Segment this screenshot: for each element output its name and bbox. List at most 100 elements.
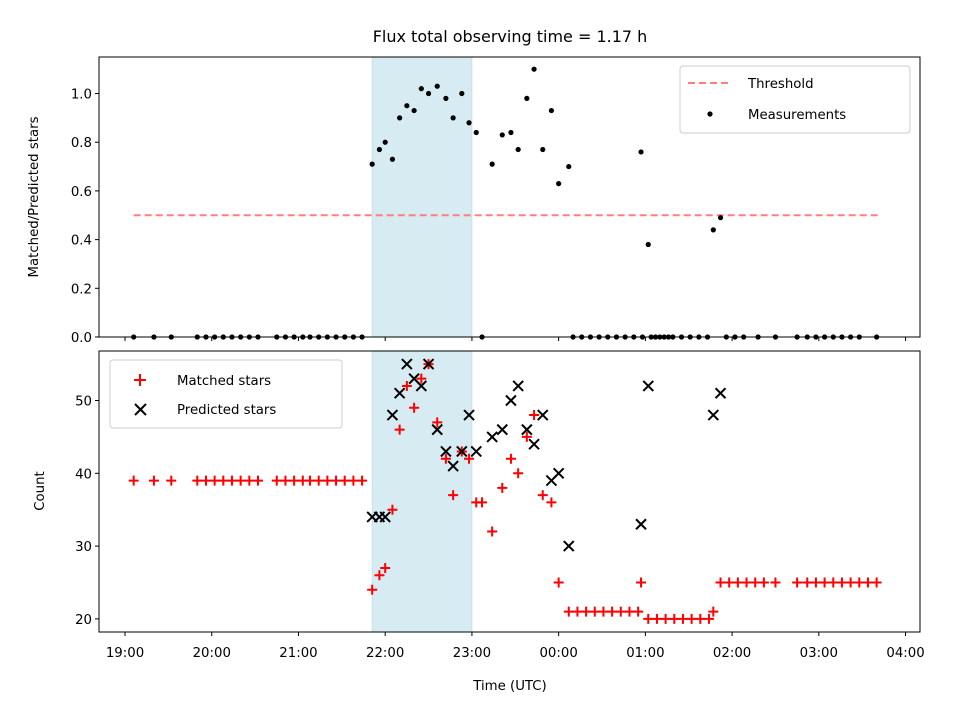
predicted-star-point (401, 358, 413, 370)
predicted-star-point (415, 380, 428, 392)
top-panel-frame (98, 56, 921, 338)
matched-star-point (128, 475, 139, 486)
predicted-star-point (563, 540, 575, 552)
measurement-point (540, 146, 546, 153)
predicted-star-point (456, 445, 468, 458)
measurement-point (548, 107, 555, 114)
measurement-point (450, 115, 456, 121)
measurement-point (489, 161, 495, 167)
legend-measurements-label: Measurements (748, 108, 846, 123)
matched-star-point (380, 562, 391, 573)
matched-star-point (280, 475, 291, 486)
predicted-star-point (431, 423, 443, 436)
matched-star-point (669, 613, 680, 624)
top-y-tick-label: 0.6 (71, 185, 92, 200)
matched-star-point (305, 475, 316, 486)
matched-star-point (387, 504, 398, 515)
predicted-star-point (440, 445, 452, 458)
measurement-point (710, 227, 716, 233)
measurement-point (397, 115, 403, 121)
matched-star-point (792, 577, 803, 588)
x-tick-label: 03:00 (800, 646, 838, 661)
matched-star-point (581, 606, 592, 617)
matched-star-point (836, 577, 847, 588)
measurement-point (645, 241, 651, 248)
matched-star-point (440, 453, 451, 464)
top-y-tick-label: 1.0 (71, 88, 92, 103)
x-axis-label: Time (UTC) (472, 679, 547, 694)
predicted-star-point (505, 394, 517, 407)
matched-star-point (732, 577, 743, 588)
measurement-point (459, 90, 465, 97)
matched-star-point (374, 570, 385, 581)
predicted-star-point (552, 467, 565, 480)
legend-predicted-swatch (134, 403, 147, 416)
predicted-star-point (635, 518, 647, 530)
matched-star-point (192, 475, 203, 486)
matched-star-point (636, 577, 647, 588)
predicted-star-point (386, 409, 399, 421)
matched-star-point (660, 613, 671, 624)
matched-star-point (695, 613, 706, 624)
matched-star-point (357, 475, 368, 486)
x-tick-label: 23:00 (453, 646, 491, 661)
matched-star-point (200, 475, 211, 486)
legend-matched-label: Matched stars (177, 374, 271, 389)
measurement-point (369, 161, 375, 167)
x-tick-label: 02:00 (713, 646, 751, 661)
matched-star-point (589, 606, 600, 617)
matched-star-point (432, 417, 443, 428)
matched-star-point (322, 475, 333, 486)
matched-star-point (209, 475, 220, 486)
matched-star-point (497, 482, 508, 493)
matched-star-point (553, 577, 564, 588)
matched-star-point (758, 577, 769, 588)
bottom-y-axis-label: Count (33, 471, 48, 511)
legend-predicted-label: Predicted stars (177, 403, 276, 418)
matched-star-point (677, 613, 688, 624)
predicted-star-point (496, 423, 508, 436)
matched-star-point (615, 606, 626, 617)
matched-star-point (521, 431, 532, 442)
top-y-tick-label: 0.4 (71, 234, 92, 249)
matched-star-point (416, 373, 427, 384)
matched-star-point (828, 577, 839, 588)
measurement-point (434, 83, 440, 89)
bottom-y-tick-label: 50 (75, 395, 92, 410)
matched-star-point (598, 606, 609, 617)
matched-star-point (802, 577, 813, 588)
matched-star-point (862, 577, 873, 588)
x-tick-label: 22:00 (366, 646, 404, 661)
matched-star-point (289, 475, 300, 486)
top-panel: 0.0 0.2 0.4 0.6 0.8 1.0 Flux total observing … (27, 27, 921, 346)
bottom-panel-frame (98, 350, 921, 633)
matched-star-point (226, 475, 237, 486)
matched-star-point (845, 577, 856, 588)
bottom-legend: Matched stars Predicted stars (109, 359, 343, 429)
measurement-point (376, 146, 383, 153)
bottom-y-tick-label: 20 (75, 613, 92, 628)
measurement-point (556, 181, 562, 187)
matched-star-point (477, 497, 488, 508)
matched-star-point (854, 577, 865, 588)
matched-star-point (529, 410, 540, 421)
legend-threshold-label: Threshold (747, 77, 814, 92)
x-tick-label: 00:00 (539, 646, 577, 661)
matched-star-point (819, 577, 830, 588)
predicted-star-point (528, 438, 540, 450)
x-tick-label: 20:00 (193, 646, 231, 661)
predicted-star-point (447, 460, 459, 472)
matched-star-point (339, 475, 350, 486)
top-legend: Threshold Measurements (679, 65, 911, 134)
measurement-point (638, 149, 644, 155)
predicted-star-point (512, 380, 524, 392)
top-y-tick-label: 0.2 (71, 282, 92, 297)
predicted-star-point (642, 380, 654, 392)
matched-star-point (409, 402, 420, 413)
x-tick-label: 21:00 (279, 646, 317, 661)
matched-star-point (563, 606, 574, 617)
matched-star-point (537, 490, 548, 501)
matched-star-point (703, 613, 714, 624)
matched-star-point (401, 380, 412, 391)
